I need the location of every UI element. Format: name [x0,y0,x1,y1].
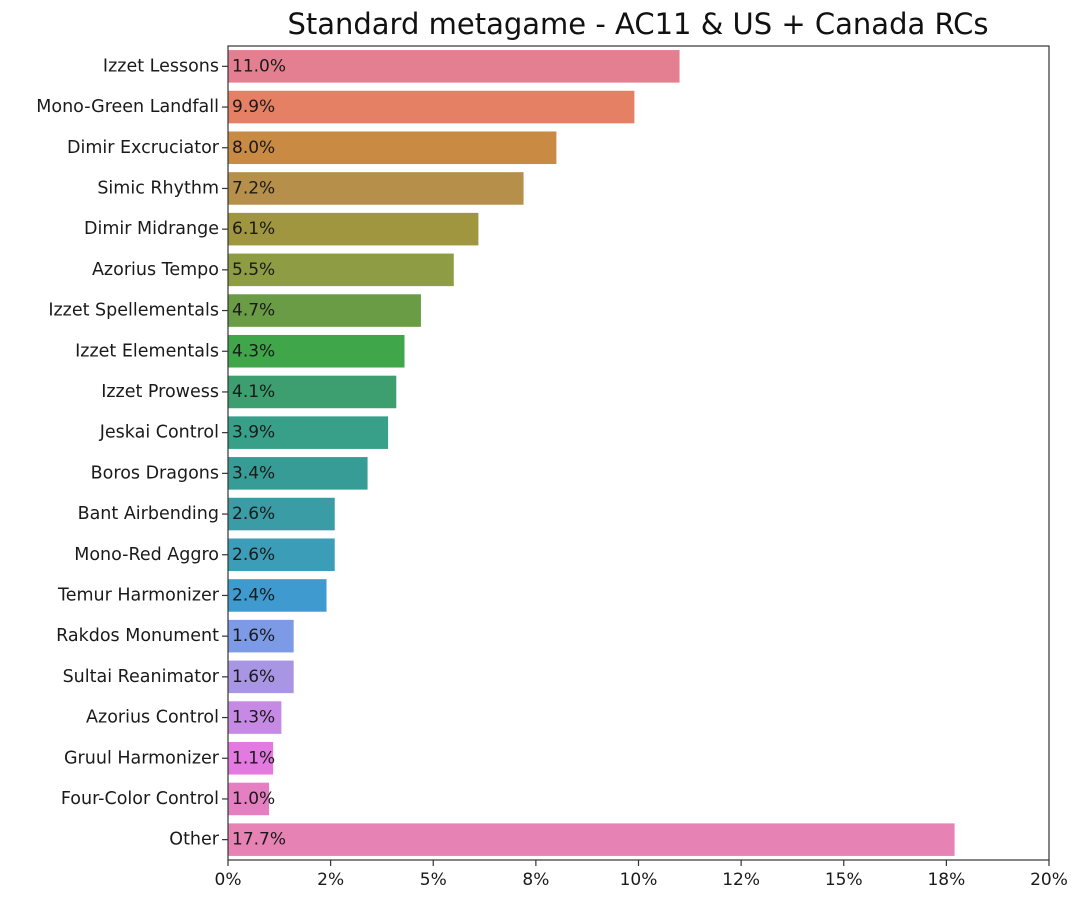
bar [228,538,335,572]
data-label: 9.9% [232,97,275,117]
data-label: 4.7% [232,301,275,321]
bars-layer [228,50,955,856]
bar [228,497,335,531]
bar [228,579,327,612]
data-label: 1.6% [232,626,275,646]
bar [228,90,635,124]
data-label: 11.0% [232,56,286,76]
bar [228,375,397,409]
data-label: 4.3% [232,341,275,361]
x-tick-label: 5% [420,870,447,890]
category-label: Izzet Spellementals [48,301,219,321]
category-label: Bant Airbending [78,504,219,524]
bar [228,212,479,246]
category-label: Other [169,830,219,850]
chart-title: Standard metagame - AC11 & US + Canada R… [287,7,988,41]
bar [228,660,294,694]
x-tick-label: 8% [522,870,549,890]
category-label: Four-Color Control [61,789,219,809]
category-label: Sultai Reanimator [63,667,220,687]
category-label: Temur Harmonizer [57,585,220,605]
category-label: Rakdos Monument [56,626,219,646]
bar [228,619,294,653]
category-label: Izzet Lessons [103,56,219,76]
bar [228,253,454,287]
data-label: 4.1% [232,382,275,402]
bar [228,457,368,490]
x-tick-label: 18% [927,870,965,890]
bar [228,416,389,449]
data-label: 3.9% [232,423,275,443]
data-label: 2.6% [232,504,275,524]
category-label: Dimir Excruciator [67,138,220,158]
data-label: 7.2% [232,178,275,198]
category-label: Gruul Harmonizer [64,748,220,768]
plot-frame [227,45,1050,861]
category-label: Mono-Red Aggro [74,545,219,565]
bar [228,334,405,368]
data-label: 1.6% [232,667,275,687]
category-labels: Izzet Lessons Mono-Green Landfall Dimir Ex… [36,56,220,849]
x-tick-label: 12% [722,870,760,890]
category-label: Izzet Elementals [75,341,219,361]
bar [228,782,270,816]
data-label: 5.5% [232,260,275,280]
x-tick-label: 10% [620,870,658,890]
category-label: Mono-Green Landfall [36,97,219,117]
bar [228,131,557,165]
bar [228,741,274,775]
bar [228,172,524,205]
category-label: Jeskai Control [99,423,219,443]
data-label: 2.4% [232,585,275,605]
x-axis-ticks: 0% 2% 5% 8% 10% 12% 15% 18% 20% [215,65,1068,890]
bar [228,823,955,856]
category-label: Azorius Tempo [92,260,219,280]
data-label: 1.1% [232,748,275,768]
x-tick-label: 0% [215,870,242,890]
data-label: 2.6% [232,545,275,565]
category-label: Dimir Midrange [84,219,219,239]
category-label: Azorius Control [86,708,219,728]
data-label: 1.3% [232,708,275,728]
data-label: 6.1% [232,219,275,239]
bar [228,50,680,83]
bar [228,294,421,327]
category-label: Izzet Prowess [101,382,219,402]
x-tick-label: 15% [825,870,863,890]
data-label: 17.7% [232,830,286,850]
x-tick-label: 2% [317,870,344,890]
value-labels: 11.0% 9.9% 8.0% 7.2% 6.1% 5.5% 4.7% 4.3% 4.1% 3.9… [232,56,286,849]
bar [228,701,282,734]
category-label: Boros Dragons [91,463,219,483]
x-tick-label: 20% [1030,870,1068,890]
category-label: Simic Rhythm [97,178,219,198]
data-label: 3.4% [232,463,275,483]
data-label: 1.0% [232,789,275,809]
data-label: 8.0% [232,138,275,158]
